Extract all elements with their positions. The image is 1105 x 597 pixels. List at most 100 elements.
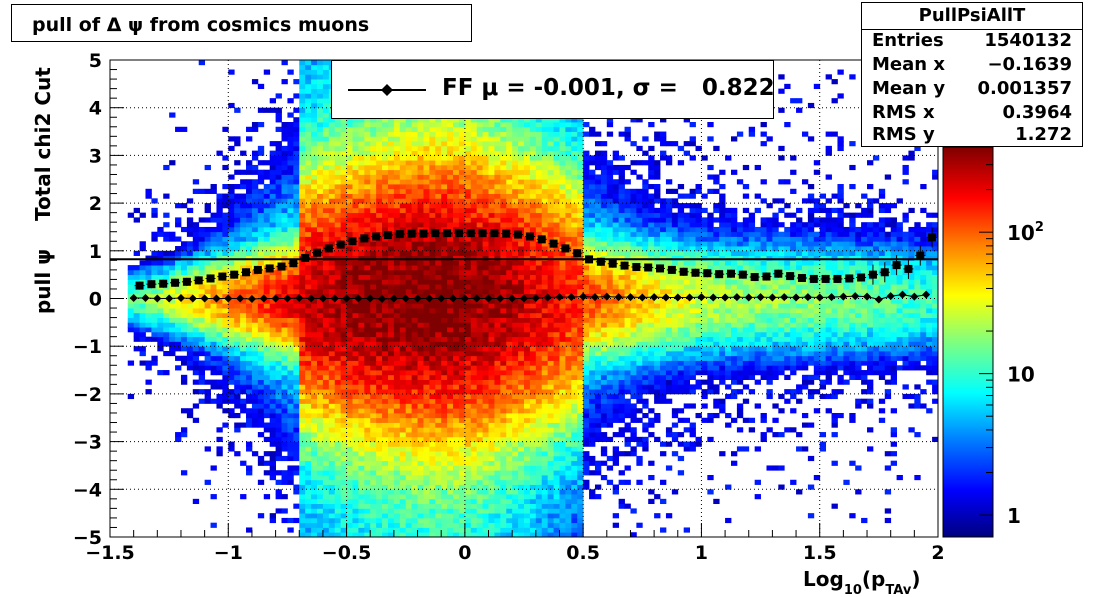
heatmap-cell <box>305 508 312 514</box>
heatmap-cell <box>311 122 318 128</box>
heatmap-cell <box>222 327 229 333</box>
heatmap-cell <box>500 341 507 347</box>
heatmap-cell <box>506 212 513 218</box>
heatmap-cell <box>358 522 365 528</box>
heatmap-cell <box>370 226 377 233</box>
heatmap-cell <box>340 432 347 438</box>
heatmap-cell <box>376 217 383 223</box>
heatmap-cell <box>346 494 353 500</box>
heatmap-cell <box>417 441 424 447</box>
heatmap-cell <box>151 355 158 361</box>
heatmap-cell <box>269 312 276 318</box>
heatmap-cell <box>352 288 359 295</box>
heatmap-cell <box>411 212 418 218</box>
heatmap-cell <box>352 141 359 147</box>
heatmap-cell <box>393 260 401 266</box>
heatmap-cell <box>458 179 466 185</box>
heatmap-cell <box>464 122 472 128</box>
heatmap-cell <box>494 141 501 147</box>
heatmap-cell <box>423 532 430 537</box>
heatmap-cell <box>180 327 188 333</box>
heatmap-cell <box>340 250 347 256</box>
heatmap-cell <box>322 474 330 481</box>
heatmap-cell <box>476 503 483 509</box>
heatmap-cell <box>364 327 371 333</box>
heatmap-cell <box>488 341 495 347</box>
heatmap-cell <box>453 489 460 495</box>
heatmap-cell <box>281 331 288 338</box>
heatmap-cell <box>494 236 501 242</box>
heatmap-cell <box>263 255 271 261</box>
heatmap-cell <box>512 288 519 295</box>
heatmap-cell <box>447 312 454 318</box>
heatmap-cell <box>293 350 300 357</box>
heatmap-cell <box>163 341 170 347</box>
heatmap-cell <box>204 250 211 256</box>
heatmap-cell <box>192 284 200 290</box>
heatmap-cell <box>476 184 483 190</box>
heatmap-cell <box>322 145 330 152</box>
heatmap-cell <box>370 179 377 185</box>
heatmap-cell <box>246 226 253 233</box>
heatmap-cell <box>210 303 217 309</box>
heatmap-cell <box>387 246 395 252</box>
heatmap-cell <box>133 298 140 304</box>
heatmap-cell <box>340 260 347 266</box>
heatmap-cell <box>435 312 442 318</box>
heatmap-cell <box>334 236 342 242</box>
heatmap-cell <box>358 131 365 137</box>
heatmap-cell <box>257 246 265 252</box>
heatmap-cell <box>352 217 359 223</box>
heatmap-cell <box>506 441 513 447</box>
heatmap-cell <box>145 379 152 385</box>
heatmap-cell <box>251 236 259 242</box>
heatmap-cell <box>435 184 442 190</box>
heatmap-cell <box>429 532 436 537</box>
heatmap-cell <box>458 250 466 256</box>
heatmap-cell <box>423 293 430 299</box>
heatmap-cell <box>423 479 430 485</box>
heatmap-cell <box>476 179 483 185</box>
heatmap-cell <box>393 479 401 485</box>
heatmap-cell <box>251 193 259 199</box>
heatmap-cell <box>328 212 336 218</box>
heatmap-cell <box>311 446 318 452</box>
heatmap-cell <box>293 122 300 128</box>
heatmap-cell <box>453 179 460 185</box>
heatmap-cell <box>358 231 365 237</box>
heatmap-cell <box>376 350 383 357</box>
heatmap-cell <box>328 308 336 314</box>
heatmap-cell <box>411 346 418 352</box>
heatmap-cell <box>133 327 140 333</box>
heatmap-cell <box>328 389 336 395</box>
heatmap-cell <box>364 131 371 137</box>
heatmap-cell <box>358 427 365 433</box>
heatmap-cell <box>328 532 336 537</box>
heatmap-cell <box>506 494 513 500</box>
heatmap-cell <box>275 403 282 409</box>
heatmap-cell <box>411 474 418 481</box>
heatmap-cell <box>470 336 478 342</box>
heatmap-cell <box>317 494 324 500</box>
heatmap-cell <box>322 470 330 476</box>
heatmap-cell <box>281 360 288 366</box>
heatmap-cell <box>340 441 347 447</box>
heatmap-cell <box>257 374 265 380</box>
heatmap-cell <box>293 203 300 209</box>
heatmap-cell <box>305 331 312 338</box>
heatmap-cell <box>382 350 389 357</box>
heatmap-cell <box>269 327 276 333</box>
heatmap-cell <box>435 503 442 509</box>
heatmap-cell <box>376 355 383 361</box>
heatmap-cell <box>175 365 182 371</box>
heatmap-cell <box>494 446 501 452</box>
heatmap-cell <box>435 527 442 533</box>
heatmap-cell <box>506 279 513 285</box>
heatmap-cell <box>251 341 259 347</box>
heatmap-cell <box>322 150 330 156</box>
heatmap-cell <box>275 489 282 495</box>
heatmap-cell <box>328 422 336 428</box>
heatmap-cell <box>476 212 483 218</box>
heatmap-cell <box>169 260 176 266</box>
heatmap-cell <box>399 398 407 404</box>
